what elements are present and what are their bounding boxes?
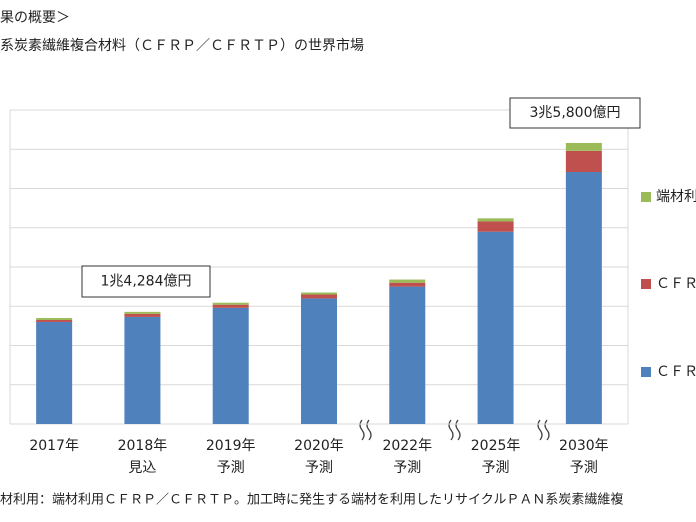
annotation-box (81, 265, 211, 298)
x-tick-label: 2022年 (382, 438, 432, 454)
bar-segment (212, 302, 249, 305)
legend-swatch (641, 279, 651, 289)
bar-segment (36, 318, 73, 320)
bar-segment (389, 279, 426, 283)
bar-segment (301, 292, 337, 295)
x-tick-label: 予測 (482, 460, 510, 476)
x-tick-label: 見込 (128, 460, 156, 476)
bar-segment (301, 298, 337, 424)
legend-label: ＣＦＲ (656, 276, 696, 292)
bar-segment (389, 286, 426, 424)
legend-label: 端材利 (656, 189, 696, 205)
bar-segment (124, 311, 161, 314)
x-tick-label: 予測 (305, 460, 333, 476)
bar-segment (477, 231, 514, 424)
bar-segment (477, 218, 514, 222)
bar-segment (477, 221, 514, 232)
x-tick-label: 予測 (217, 460, 245, 476)
x-tick-label: 2017年 (29, 438, 79, 454)
bar-segment (565, 172, 602, 424)
bar-segment (124, 313, 161, 317)
bar-segment (301, 294, 337, 299)
annotation-box (509, 97, 641, 129)
x-tick-label: 2019年 (206, 438, 256, 454)
bar-segment (389, 282, 426, 287)
bar-segment (565, 142, 602, 151)
x-tick-label: 2030年 (559, 438, 609, 454)
legend-swatch (641, 367, 651, 377)
x-tick-label: 予測 (570, 460, 598, 476)
bar-segment (565, 150, 602, 173)
bar-segment (36, 319, 73, 322)
bar-segment (212, 304, 249, 308)
footnote: 材利用：端材利用ＣＦＲＰ／ＣＦＲＴＰ。加工時に発生する端材を利用したリサイクルＰ… (0, 492, 623, 508)
axis-break (359, 419, 550, 441)
chart-title: 系炭素繊維複合材料（ＣＦＲＰ／ＣＦＲＴＰ）の世界市場 (0, 37, 364, 54)
legend-label: ＣＦＲ (656, 364, 696, 380)
x-tick-label: 2025年 (471, 438, 521, 454)
heading: 果の概要＞ (0, 10, 70, 26)
x-tick-label: 2018年 (118, 438, 168, 454)
annotation: 3兆5,800億円 (530, 105, 621, 121)
bar-segment (124, 316, 161, 424)
x-tick-label: 予測 (393, 460, 421, 476)
annotation: 1兆4,284億円 (101, 274, 192, 290)
bar-segment (36, 321, 73, 424)
bar-segment (212, 307, 249, 424)
x-tick-label: 2020年 (294, 438, 344, 454)
legend-swatch (641, 192, 651, 202)
